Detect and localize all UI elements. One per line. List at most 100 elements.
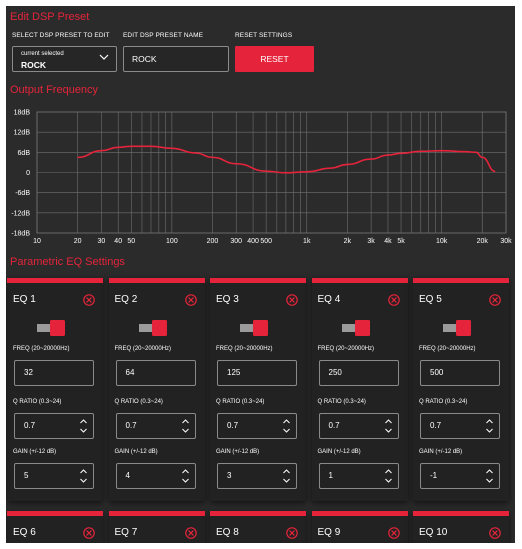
freq-input[interactable]: 125 (217, 360, 297, 386)
eq-title: EQ 1 (13, 294, 36, 305)
x-tick-label: 10k (436, 238, 448, 245)
stepper-arrows-icon[interactable] (384, 418, 393, 444)
freq-input[interactable]: 250 (318, 360, 399, 386)
toggle-switch[interactable] (36, 319, 66, 337)
y-tick-label: -6dB (15, 190, 30, 197)
close-icon[interactable] (387, 526, 400, 543)
freq-input[interactable]: 64 (115, 360, 196, 386)
dsp-preset-panel: Edit DSP Preset SELECT DSP PRESET TO EDI… (6, 6, 515, 543)
stepper-arrows-icon[interactable] (282, 468, 291, 494)
stepper-arrows-icon[interactable] (181, 418, 190, 444)
close-icon[interactable] (184, 293, 197, 311)
toggle-switch[interactable] (138, 319, 168, 337)
preset-select[interactable]: current selected ROCK (12, 46, 117, 72)
x-tick-label: 300 (230, 238, 242, 245)
gain-input[interactable]: 1 (318, 463, 399, 489)
gain-value: 1 (328, 471, 333, 480)
x-tick-label: 4k (384, 238, 392, 245)
freq-label: FREQ (20~20000Hz) (13, 346, 70, 352)
stepper-arrows-icon[interactable] (384, 468, 393, 494)
close-icon[interactable] (83, 293, 95, 311)
freq-value: 64 (125, 368, 135, 377)
eq-title: EQ 9 (317, 527, 341, 538)
y-tick-label: 18dB (14, 110, 31, 117)
freq-label: FREQ (20~20000Hz) (216, 346, 273, 352)
q-ratio-input[interactable]: 0.7 (318, 413, 399, 439)
gain-input[interactable]: 3 (217, 463, 297, 489)
stepper-arrows-icon[interactable] (79, 418, 88, 444)
q-ratio-value: 0.7 (430, 421, 442, 430)
eq-card: EQ 5 FREQ (20~20000Hz) 500 Q RATIO (0.3~24)… (413, 278, 509, 501)
gain-input[interactable]: 4 (115, 463, 196, 489)
x-tick-label: 20 (74, 238, 82, 245)
y-tick-label: 12dB (14, 130, 31, 137)
eq-title: EQ 10 (419, 527, 448, 538)
q-ratio-label: Q RATIO (0.3~24) (114, 399, 163, 405)
eq-title: EQ 4 (317, 294, 341, 305)
freq-value: 32 (24, 368, 33, 377)
parametric-eq-title: Parametric EQ Settings (10, 256, 125, 268)
q-ratio-input[interactable]: 0.7 (115, 413, 196, 439)
eq-title: EQ 5 (419, 294, 442, 305)
q-ratio-label: Q RATIO (0.3~24) (419, 399, 468, 405)
x-tick-label: 30k (500, 238, 512, 245)
x-tick-label: 2k (344, 238, 352, 245)
edit-preset-title: Edit DSP Preset (10, 11, 90, 23)
stepper-arrows-icon[interactable] (282, 418, 291, 444)
preset-name-input[interactable]: ROCK (123, 46, 229, 72)
stepper-arrows-icon[interactable] (485, 418, 494, 444)
stepper-arrows-icon[interactable] (181, 468, 190, 494)
select-caption: current selected (21, 51, 64, 57)
close-icon[interactable] (286, 526, 298, 543)
freq-label: FREQ (20~20000Hz) (317, 346, 375, 352)
gain-input[interactable]: -1 (420, 463, 500, 489)
eq-title: EQ 6 (13, 527, 36, 538)
x-tick-label: 40 (114, 238, 122, 245)
close-icon[interactable] (184, 526, 197, 543)
q-ratio-input[interactable]: 0.7 (14, 413, 94, 439)
reset-button[interactable]: RESET (235, 46, 314, 72)
eq-title: EQ 8 (216, 527, 239, 538)
eq-card: EQ 8 (210, 511, 306, 543)
gain-input[interactable]: 5 (14, 463, 94, 489)
x-tick-label: 400 (247, 238, 259, 245)
stepper-arrows-icon[interactable] (79, 468, 88, 494)
eq-card: EQ 6 (7, 511, 103, 543)
x-tick-label: 100 (166, 238, 178, 245)
stepper-arrows-icon[interactable] (485, 468, 494, 494)
chevron-down-icon (99, 54, 109, 60)
eq-card: EQ 4 FREQ (20~20000Hz) 250 Q RATIO (0.3~24)… (311, 278, 408, 501)
q-ratio-value: 0.7 (328, 421, 340, 430)
gain-value: 4 (125, 471, 130, 480)
close-icon[interactable] (489, 526, 501, 543)
x-tick-label: 50 (127, 238, 135, 245)
close-icon[interactable] (387, 293, 400, 311)
q-ratio-value: 0.7 (24, 421, 36, 430)
eq-card: EQ 3 FREQ (20~20000Hz) 125 Q RATIO (0.3~24)… (210, 278, 306, 501)
x-tick-label: 5k (397, 238, 405, 245)
eq-title: EQ 2 (114, 294, 138, 305)
toggle-switch[interactable] (239, 319, 269, 337)
eq-card: EQ 1 FREQ (20~20000Hz) 32 Q RATIO (0.3~24) 0… (7, 278, 103, 501)
close-icon[interactable] (489, 293, 501, 311)
output-frequency-title: Output Frequency (10, 84, 99, 96)
y-tick-label: -18dB (11, 231, 30, 238)
frequency-response-line (77, 145, 496, 174)
close-icon[interactable] (286, 293, 298, 311)
toggle-switch[interactable] (442, 319, 472, 337)
y-tick-label: -12dB (11, 210, 30, 217)
freq-input[interactable]: 32 (14, 360, 94, 386)
freq-input[interactable]: 500 (420, 360, 500, 386)
q-ratio-input[interactable]: 0.7 (217, 413, 297, 439)
q-ratio-label: Q RATIO (0.3~24) (13, 399, 62, 405)
y-tick-label: 6dB (18, 150, 31, 157)
gain-label: GAIN (+/-12 dB) (13, 449, 57, 455)
q-ratio-input[interactable]: 0.7 (420, 413, 500, 439)
reset-settings-label: RESET SETTINGS (235, 32, 293, 39)
close-icon[interactable] (83, 526, 95, 543)
toggle-switch[interactable] (341, 319, 371, 337)
select-value: ROCK (21, 60, 47, 70)
eq-card: EQ 10 (413, 511, 509, 543)
x-tick-label: 20k (477, 238, 489, 245)
